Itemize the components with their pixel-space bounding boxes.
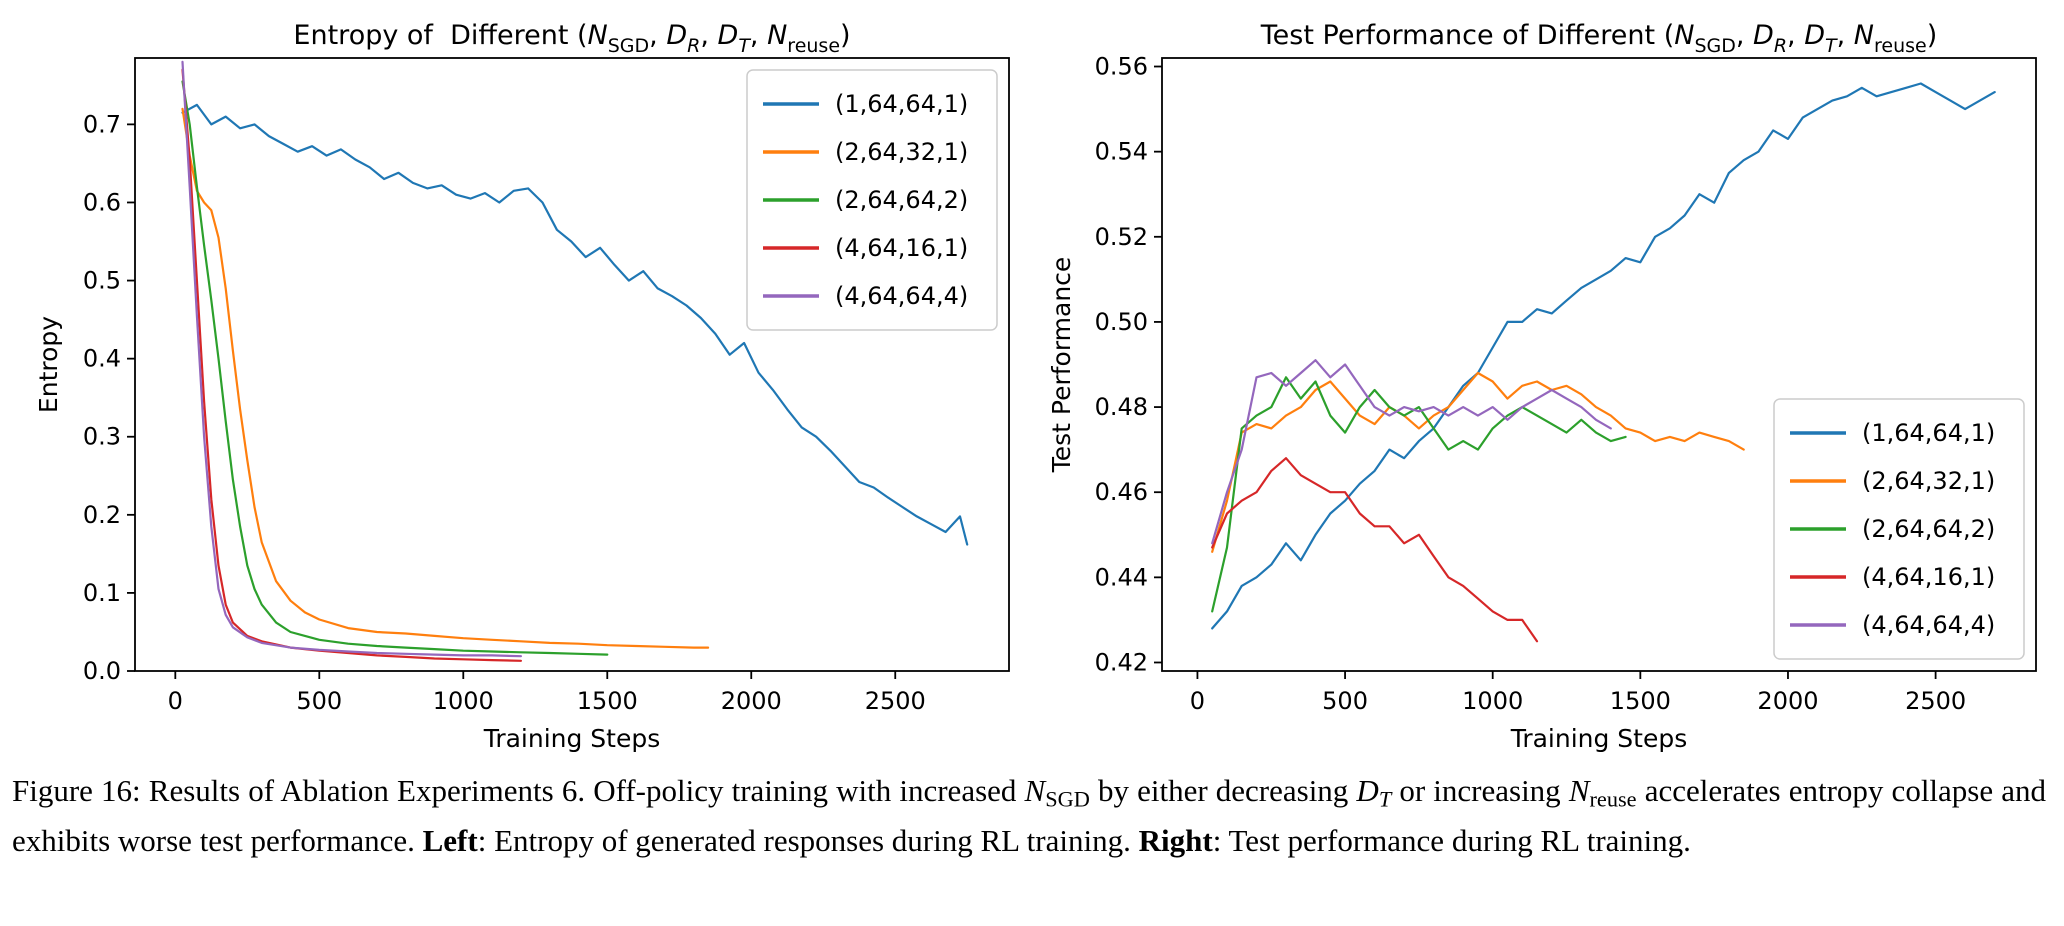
legend-box: [1773, 398, 2025, 660]
caption-segment: Left: [422, 823, 478, 859]
series-line-(2,64,64,2): [1211, 376, 1627, 613]
x-axis-label: Training Steps: [1510, 724, 1688, 753]
x-tick-label: 500: [296, 687, 342, 715]
x-tick-label: 1500: [577, 687, 638, 715]
series-line-(4,64,16,1): [181, 68, 522, 662]
series-line-(4,64,64,4): [1211, 359, 1612, 545]
y-tick-label: 0.0: [83, 657, 121, 685]
caption-segment: T: [1378, 786, 1392, 812]
y-tick-label: 0.46: [1095, 478, 1148, 506]
caption-segment: Figure 16: Results of Ablation Experimen…: [12, 773, 1025, 808]
x-tick-label: 1500: [1610, 687, 1671, 715]
y-tick-label: 0.44: [1095, 563, 1148, 591]
x-tick-label: 0: [1190, 687, 1205, 715]
x-axis-label: Training Steps: [483, 724, 661, 753]
y-tick-label: 0.56: [1095, 53, 1148, 81]
x-tick-label: 2500: [1905, 687, 1966, 715]
legend-label: (1,64,64,1): [1862, 419, 1995, 447]
y-tick-label: 0.50: [1095, 308, 1148, 336]
legend-label: (4,64,64,4): [1862, 611, 1995, 639]
chart-title: Entropy of Different (NSGD, DR, DT, Nreu…: [293, 20, 850, 57]
series-line-(4,64,64,4): [181, 60, 522, 658]
legend-label: (2,64,32,1): [1862, 467, 1995, 495]
series-line-(2,64,64,2): [181, 80, 609, 656]
x-tick-label: 2000: [1757, 687, 1818, 715]
y-tick-label: 0.2: [83, 501, 121, 529]
charts-row: 0 500 1000 1500 2000 2500 0.0 0.1 0.2 0.3 0.4 0.5 0.…: [34, 20, 2037, 753]
caption-segment: D: [1356, 773, 1379, 808]
caption-segment: : Test performance during RL training.: [1212, 823, 1691, 859]
chart-title: Test Performance of Different (NSGD, DR,…: [1260, 20, 1938, 57]
legend-box: [746, 69, 998, 331]
y-tick-label: 0.4: [83, 345, 121, 373]
y-tick-label: 0.3: [83, 423, 121, 451]
legend-label: (2,64,64,2): [835, 186, 968, 214]
x-tick-label: 2500: [865, 687, 926, 715]
caption-segment: N: [1568, 773, 1590, 808]
caption-segment: reuse: [1589, 786, 1637, 812]
y-tick-label: 0.6: [83, 188, 121, 216]
y-tick-label: 0.1: [83, 579, 121, 607]
caption-segment: N: [1024, 773, 1046, 808]
caption-segment: : Entropy of generated responses during …: [477, 823, 1139, 859]
legend-label: (2,64,32,1): [835, 138, 968, 166]
y-tick-label: 0.7: [83, 110, 121, 138]
x-tick-label: 1000: [433, 687, 494, 715]
series-line-(1,64,64,1): [1211, 82, 1996, 630]
series-line-(1,64,64,1): [181, 103, 969, 546]
y-tick-label: 0.52: [1095, 223, 1148, 251]
y-tick-label: 0.48: [1095, 393, 1148, 421]
y-axis-label: Entropy: [34, 316, 63, 413]
legend-label: (4,64,16,1): [835, 234, 968, 262]
x-tick-label: 500: [1322, 687, 1368, 715]
legend-label: (2,64,64,2): [1862, 515, 1995, 543]
caption-segment: Right: [1138, 823, 1213, 859]
series-line-(2,64,32,1): [1211, 371, 1745, 553]
caption-segment: SGD: [1045, 786, 1090, 812]
x-tick-label: 2000: [721, 687, 782, 715]
y-tick-label: 0.54: [1095, 138, 1148, 166]
x-tick-label: 0: [168, 687, 183, 715]
figure-caption: Figure 16: Results of Ablation Experimen…: [12, 767, 2046, 865]
caption-segment: by either decreasing: [1089, 773, 1357, 808]
figure-16: 0 500 1000 1500 2000 2500 0.0 0.1 0.2 0.3 0.4 0.5 0.…: [12, 20, 2046, 865]
test-performance-chart: 0 500 1000 1500 2000 2500 0.42 0.44 0.46 0.48 0.50…: [1047, 20, 2037, 753]
x-tick-label: 1000: [1462, 687, 1523, 715]
entropy-chart: 0 500 1000 1500 2000 2500 0.0 0.1 0.2 0.3 0.4 0.5 0.…: [34, 20, 1010, 753]
series-line-(2,64,32,1): [181, 107, 710, 649]
caption-segment: accelerates entropy collapse and exhibit…: [12, 773, 2046, 859]
caption-segment: or increasing: [1391, 773, 1569, 808]
legend-label: (4,64,64,4): [835, 282, 968, 310]
y-axis-label: Test Performance: [1047, 257, 1076, 474]
series-line-(4,64,16,1): [1211, 457, 1539, 643]
legend-label: (1,64,64,1): [835, 90, 968, 118]
y-tick-label: 0.42: [1095, 648, 1148, 676]
legend-label: (4,64,16,1): [1862, 563, 1995, 591]
y-tick-label: 0.5: [83, 267, 121, 295]
